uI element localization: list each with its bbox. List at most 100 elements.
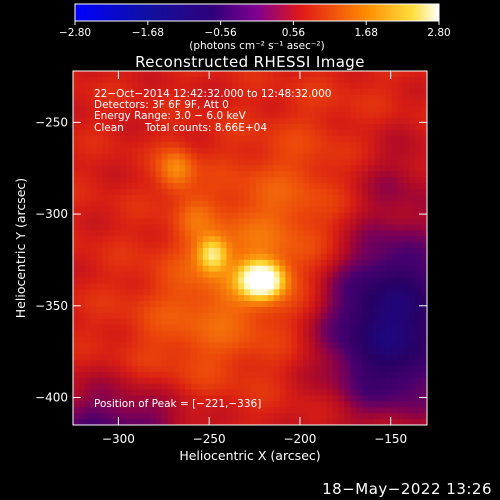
heatmap-cell — [362, 224, 369, 231]
heatmap-cell — [102, 189, 109, 196]
heatmap-cell — [102, 124, 109, 131]
heatmap-cell — [244, 360, 251, 367]
colorbar-tick-label: 1.68 — [355, 27, 378, 39]
heatmap-cell — [173, 289, 180, 296]
heatmap-cell — [368, 318, 375, 326]
heatmap-cell — [391, 277, 399, 284]
heatmap-cell — [344, 118, 351, 125]
heatmap-cell — [255, 383, 263, 391]
heatmap-cell — [421, 130, 427, 137]
heatmap-cell — [309, 230, 316, 237]
heatmap-cell — [179, 259, 186, 267]
heatmap-cell — [179, 413, 186, 420]
heatmap-cell — [285, 330, 292, 338]
heatmap-cell — [179, 383, 186, 391]
heatmap-cell — [161, 88, 168, 96]
heatmap-cell — [214, 165, 222, 172]
heatmap-cell — [191, 312, 198, 320]
heatmap-cell — [391, 354, 399, 361]
heatmap-cell — [273, 295, 281, 302]
heatmap-cell — [344, 124, 351, 131]
heatmap-cell — [167, 248, 174, 255]
heatmap-cell — [350, 224, 357, 231]
heatmap-cell — [261, 413, 269, 420]
heatmap-cell — [385, 271, 393, 279]
heatmap-cell — [155, 259, 163, 267]
heatmap-cell — [167, 283, 174, 290]
heatmap-cell — [379, 212, 387, 220]
heatmap-cell — [314, 401, 322, 408]
heatmap-cell — [332, 419, 340, 425]
heatmap-cell — [391, 76, 399, 84]
heatmap-cell — [167, 224, 174, 231]
heatmap-cell — [185, 301, 192, 308]
heatmap-cell — [226, 301, 233, 308]
heatmap-cell — [161, 401, 168, 408]
heatmap-cell — [149, 413, 157, 420]
heatmap-cell — [137, 147, 145, 155]
heatmap-cell — [196, 419, 204, 425]
heatmap-cell — [261, 301, 269, 308]
heatmap-cell — [332, 230, 340, 237]
heatmap-cell — [344, 360, 351, 367]
heatmap-cell — [155, 177, 163, 184]
heatmap-cell — [167, 318, 174, 326]
heatmap-cell — [220, 212, 227, 220]
heatmap-cell — [137, 248, 145, 255]
heatmap-cell — [202, 82, 210, 90]
heatmap-cell — [385, 242, 393, 249]
heatmap-cell — [161, 230, 168, 237]
heatmap-cell — [385, 371, 393, 379]
heatmap-cell — [102, 354, 109, 361]
heatmap-cell — [356, 130, 363, 137]
heatmap-cell — [214, 371, 222, 379]
heatmap-cell — [196, 88, 204, 96]
heatmap-cell — [191, 377, 198, 385]
heatmap-cell — [167, 94, 174, 102]
heatmap-cell — [84, 153, 92, 161]
heatmap-cell — [84, 141, 92, 149]
heatmap-cell — [108, 259, 115, 267]
heatmap-cell — [379, 377, 387, 385]
heatmap-cell — [285, 135, 292, 143]
heatmap-cell — [297, 366, 304, 373]
heatmap-cell — [202, 330, 210, 338]
heatmap-cell — [143, 419, 151, 425]
heatmap-cell — [173, 401, 180, 408]
heatmap-cell — [332, 112, 340, 119]
heatmap-cell — [155, 206, 163, 214]
heatmap-cell — [155, 183, 163, 190]
heatmap-cell — [344, 253, 351, 261]
heatmap-cell — [179, 71, 186, 78]
heatmap-cell — [362, 295, 369, 302]
heatmap-cell — [368, 389, 375, 397]
heatmap-cell — [238, 106, 245, 113]
heatmap-cell — [421, 189, 427, 196]
heatmap-cell — [314, 407, 322, 414]
heatmap-cell — [409, 265, 416, 273]
heatmap-cell — [350, 171, 357, 178]
heatmap-cell — [132, 283, 139, 290]
heatmap-cell — [362, 147, 369, 155]
heatmap-cell — [350, 419, 357, 425]
heatmap-cell — [202, 271, 210, 279]
heatmap-cell — [421, 82, 427, 90]
heatmap-cell — [255, 71, 263, 78]
heatmap-cell — [279, 71, 286, 78]
heatmap-cell — [196, 307, 204, 314]
heatmap-cell — [356, 76, 363, 84]
heatmap-cell — [196, 354, 204, 361]
heatmap-cell — [73, 141, 80, 149]
heatmap-cell — [320, 377, 328, 385]
heatmap-cell — [96, 318, 104, 326]
heatmap-cell — [267, 159, 275, 166]
heatmap-cell — [73, 342, 80, 349]
heatmap-cell — [314, 171, 322, 178]
heatmap-cell — [391, 377, 399, 385]
heatmap-cell — [78, 283, 86, 290]
heatmap-cell — [238, 324, 245, 332]
heatmap-cell — [320, 277, 328, 284]
heatmap-cell — [149, 301, 157, 308]
heatmap-cell — [350, 135, 357, 143]
heatmap-cell — [385, 112, 393, 119]
